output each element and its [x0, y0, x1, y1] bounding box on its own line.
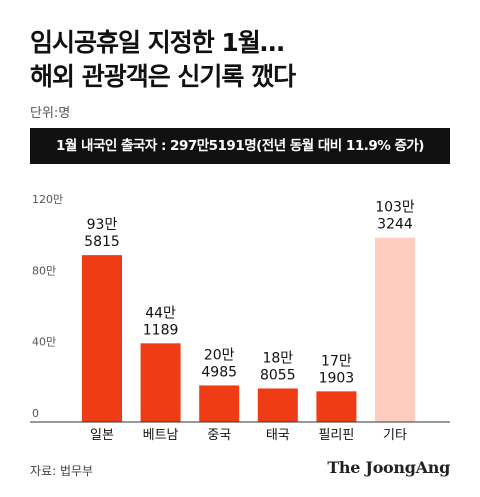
bar-value-label: 5815 — [84, 234, 120, 250]
category-label: 기타 — [383, 428, 407, 443]
bar — [257, 388, 298, 422]
y-tick-label: 0 — [32, 407, 39, 420]
bar-value-label: 3244 — [377, 217, 413, 233]
bar — [375, 237, 415, 422]
category-label: 일본 — [90, 428, 114, 443]
unit-label: 단위:명 — [30, 106, 71, 121]
y-tick-label: 40만 — [32, 336, 56, 349]
bar-value-label: 1903 — [319, 370, 355, 386]
category-label: 중국 — [207, 428, 231, 443]
summary-banner: 1월 내국인 출국자 : 297만5191명(전년 동월 대비 11.9% 증가… — [30, 128, 450, 164]
bar — [82, 255, 122, 422]
category-label: 태국 — [266, 428, 290, 443]
y-tick-label: 80만 — [32, 264, 56, 277]
y-tick-label: 120만 — [32, 193, 63, 206]
publisher-logo: The JoongAng — [327, 458, 450, 477]
bar-value-label: 8055 — [260, 367, 296, 383]
bar — [199, 385, 240, 422]
bar — [140, 343, 181, 422]
category-label: 필리핀 — [318, 428, 354, 443]
title-line-2: 해외 관광객은 신기록 깼다 — [30, 62, 296, 91]
category-label: 베트남 — [143, 428, 179, 443]
title-line-1: 임시공휴일 지정한 1월… — [30, 28, 285, 57]
bar-value-label: 17만 — [321, 353, 352, 369]
source-note: 자료: 법무부 — [30, 464, 94, 478]
bar-value-label: 93만 — [87, 217, 118, 233]
bar-value-label: 20만 — [204, 347, 235, 363]
bar-value-label: 44만 — [145, 305, 176, 321]
chart-title: 임시공휴일 지정한 1월… 해외 관광객은 신기록 깼다 — [30, 26, 296, 94]
bar-value-label: 4985 — [201, 364, 237, 380]
bar-value-label: 18만 — [262, 350, 293, 366]
bar-value-label: 103만 — [375, 200, 415, 216]
bar — [316, 391, 357, 422]
bar-value-label: 1189 — [143, 322, 179, 338]
